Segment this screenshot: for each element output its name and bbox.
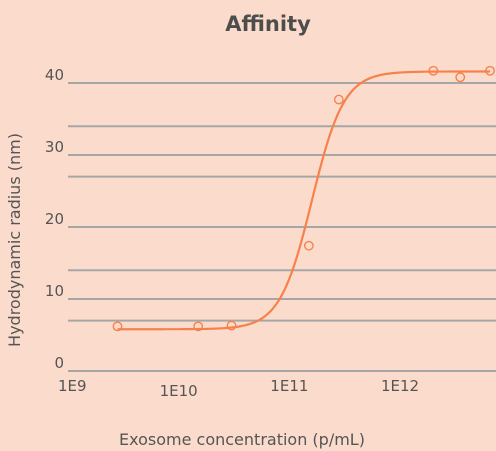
x-tick-label: 1E9 bbox=[58, 377, 87, 395]
y-tick-label: 40 bbox=[45, 66, 64, 84]
data-point bbox=[303, 240, 314, 251]
x-tick-label: 1E11 bbox=[270, 377, 308, 395]
y-axis-label: Hydrodynamic radius (nm) bbox=[5, 133, 24, 347]
data-point bbox=[428, 65, 439, 76]
data-point bbox=[485, 65, 495, 76]
y-tick-label: 10 bbox=[45, 282, 64, 300]
x-axis-label: Exosome concentration (p/mL) bbox=[119, 430, 365, 449]
y-tick-label: 30 bbox=[45, 138, 64, 156]
y-tick-label: 0 bbox=[54, 354, 64, 372]
fit-curve bbox=[117, 70, 490, 331]
x-tick-label: 1E12 bbox=[381, 377, 419, 395]
data-point bbox=[112, 321, 123, 332]
data-points-layer bbox=[112, 65, 495, 332]
grid-layer bbox=[68, 82, 496, 372]
data-point bbox=[193, 321, 204, 332]
chart-title: Affinity bbox=[225, 12, 311, 36]
y-tick-labels: 0 10 20 30 40 bbox=[45, 66, 64, 372]
fit-curve-layer bbox=[117, 70, 490, 331]
y-tick-label: 20 bbox=[45, 210, 64, 228]
x-tick-labels: 1E9 1E10 1E11 1E12 bbox=[58, 377, 419, 400]
data-point bbox=[455, 72, 466, 83]
data-point bbox=[226, 320, 237, 331]
data-point bbox=[333, 94, 344, 105]
x-tick-label: 1E10 bbox=[160, 382, 198, 400]
